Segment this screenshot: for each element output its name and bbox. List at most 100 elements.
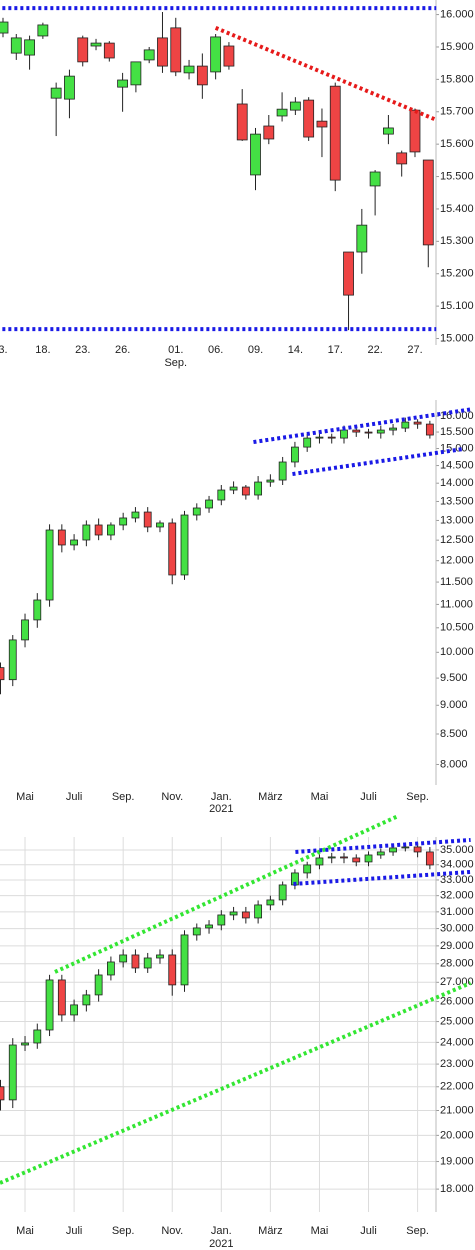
- y-tick-label: 15.000: [440, 332, 474, 344]
- candle-body: [303, 437, 312, 448]
- candle-body: [376, 851, 385, 856]
- y-tick-label: 27.000: [440, 976, 474, 988]
- x-tick-label: Sep.: [112, 791, 135, 803]
- y-tick-label: 15.500: [440, 170, 474, 182]
- candle-body: [413, 421, 422, 425]
- y-tick-label: 15.300: [440, 235, 474, 247]
- x-sublabel: 2021: [209, 803, 233, 815]
- x-tick-label: 17.: [328, 344, 343, 356]
- x-tick-label: 01.: [168, 344, 183, 356]
- x-tick-label: Mai: [311, 1225, 329, 1237]
- candle-body: [57, 529, 66, 546]
- candle-body: [278, 884, 287, 901]
- candle-body: [303, 99, 315, 138]
- x-tick-label: März: [258, 1225, 282, 1237]
- x-sublabel: 2021: [209, 1238, 233, 1250]
- y-tick-label: 18.000: [440, 1183, 474, 1195]
- y-tick-label: 15.100: [440, 300, 474, 312]
- candle-body: [64, 75, 75, 100]
- y-tick-label: 20.000: [440, 1129, 474, 1141]
- candle-body: [340, 856, 348, 859]
- candle-body: [263, 125, 275, 140]
- y-tick-label: 10.000: [440, 646, 474, 658]
- candle-body: [180, 934, 189, 986]
- trend-line: [0, 981, 472, 1185]
- y-tick-label: 15.900: [440, 41, 474, 53]
- candle-body: [107, 524, 115, 536]
- y-tick-label: 22.000: [440, 1081, 474, 1093]
- candle-body: [229, 911, 238, 916]
- y-tick-label: 8.000: [440, 758, 468, 770]
- y-tick-label: 14.000: [440, 477, 474, 489]
- y-tick-label: 24.000: [440, 1036, 474, 1048]
- y-tick-label: 28.000: [440, 958, 474, 970]
- x-tick-label: März: [258, 791, 282, 803]
- candle-body: [170, 27, 182, 73]
- candle-body: [70, 539, 78, 546]
- candle-body: [0, 667, 5, 681]
- x-sublabel: Sep.: [164, 357, 187, 369]
- candle-body: [229, 486, 238, 491]
- candle-body: [303, 864, 312, 874]
- y-tick-label: 15.600: [440, 138, 474, 150]
- trend-line: [54, 814, 400, 974]
- x-tick-label: Juli: [66, 791, 83, 803]
- candle-body: [425, 851, 434, 866]
- y-tick-label: 23.000: [440, 1058, 474, 1070]
- y-tick-label: 29.000: [440, 940, 474, 952]
- candle-body: [352, 857, 361, 863]
- candle-body: [217, 914, 226, 926]
- y-tick-label: 19.000: [440, 1155, 474, 1167]
- candle-body: [210, 36, 222, 73]
- candle-body: [254, 904, 263, 919]
- candle-body: [45, 529, 54, 601]
- y-tick-label: 12.000: [440, 555, 474, 567]
- candle-body: [21, 1042, 29, 1046]
- x-tick-label: Nov.: [161, 1225, 183, 1237]
- x-tick-label: Sep.: [112, 1225, 135, 1237]
- y-tick-label: 12.500: [440, 534, 474, 546]
- y-tick-label: 9.500: [440, 672, 468, 684]
- candle-body: [131, 954, 140, 969]
- candle-body: [241, 486, 250, 496]
- x-tick-label: Mai: [16, 1225, 34, 1237]
- candle-body: [0, 1086, 5, 1101]
- candle-body: [50, 87, 62, 99]
- y-tick-label: 16.000: [440, 8, 474, 20]
- candle-body: [157, 37, 168, 67]
- candle-body: [156, 954, 164, 959]
- y-tick-label: 15.000: [440, 442, 474, 454]
- candle-body: [217, 489, 226, 501]
- x-tick-label: Jan.: [211, 1225, 232, 1237]
- candle-body: [45, 979, 54, 1031]
- x-tick-label: 09.: [248, 344, 263, 356]
- candle-body: [291, 446, 299, 463]
- candle-body: [57, 979, 66, 1016]
- x-tick-label: 27.: [407, 344, 422, 356]
- y-tick-label: 35.000: [440, 844, 474, 856]
- x-tick-label: 18.: [35, 344, 50, 356]
- candle-body: [250, 133, 261, 176]
- candle-body: [356, 224, 368, 253]
- candle-body: [33, 1029, 42, 1044]
- y-tick-label: 30.000: [440, 922, 474, 934]
- candle-body: [143, 957, 152, 969]
- candle-body: [276, 108, 288, 117]
- candle-body: [223, 45, 235, 67]
- y-tick-label: 15.500: [440, 426, 474, 438]
- x-tick-label: Juli: [66, 1225, 83, 1237]
- candle-body: [117, 79, 129, 88]
- y-tick-label: 34.000: [440, 859, 474, 871]
- candle-body: [168, 522, 177, 576]
- candle-body: [103, 42, 115, 59]
- candle-body: [266, 479, 275, 483]
- candle-body: [94, 524, 103, 536]
- candle-body: [205, 499, 213, 509]
- candle-body: [82, 994, 91, 1006]
- candle-body: [383, 127, 394, 135]
- y-tick-label: 15.700: [440, 106, 474, 118]
- candle-body: [278, 461, 287, 481]
- candle-body: [180, 514, 189, 576]
